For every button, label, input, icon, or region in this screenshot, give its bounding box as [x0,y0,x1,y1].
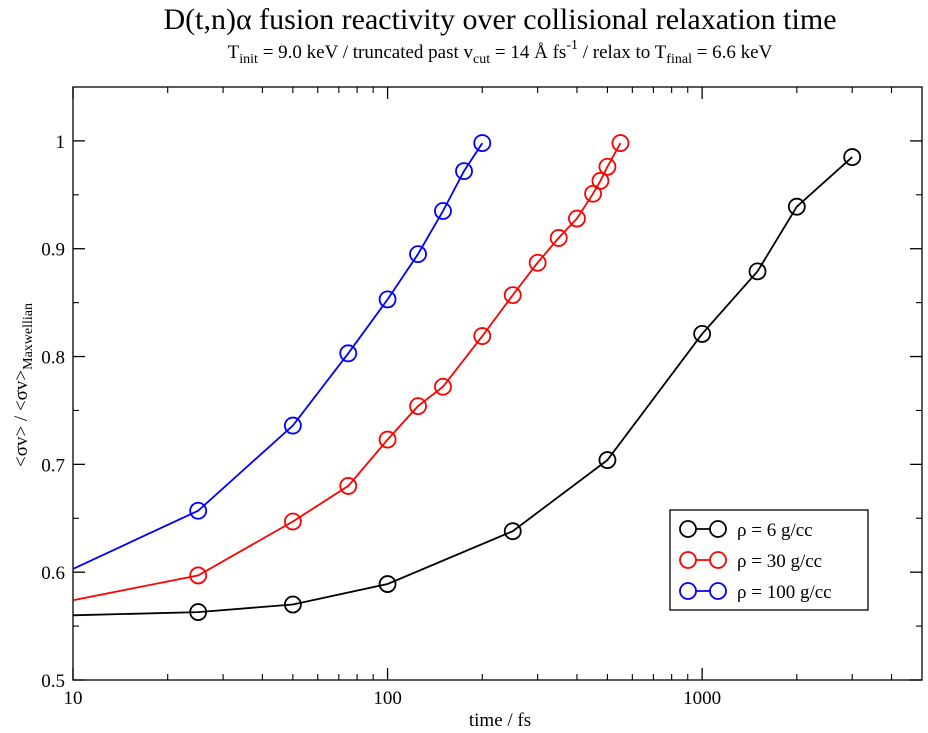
y-tick-label: 0.9 [41,240,65,261]
data-point [283,595,302,614]
y-axis-label: <σv> / <σv>Maxwellian [11,303,36,467]
legend-marker [679,551,697,569]
y-tick-label: 0.5 [41,671,65,692]
legend-marker [679,582,697,600]
data-point [598,451,617,469]
data-point [189,501,208,520]
legend-marker [709,551,727,569]
legend-label: ρ = 6 g/cc [737,520,813,541]
axis-ticks [72,87,922,681]
y-axis-label-main: <σv> / <σv> [11,370,32,467]
data-point [591,171,610,190]
data-point [339,344,358,363]
data-point [748,262,767,281]
data-point [787,197,806,216]
legend-marker [679,520,697,538]
subtitle-t-final-sub: final [666,52,692,67]
subtitle-t-init: T [228,42,240,63]
subtitle-v-cut-value: = 14 Å fs [490,42,566,63]
legend-marker [709,582,727,600]
legend-entry: ρ = 30 g/cc [679,551,822,572]
data-point [378,575,397,593]
data-point [473,134,492,152]
data-point [378,290,397,309]
series-line [72,142,484,570]
x-tick-label: 100 [373,688,402,709]
data-point [611,134,630,152]
data-point [503,286,522,304]
data-point [549,229,568,247]
data-point [409,397,427,416]
y-tick-label: 0.8 [41,348,65,369]
x-axis-label: time / fs [469,710,531,731]
data-point [434,202,452,220]
legend-entry: ρ = 6 g/cc [679,520,813,541]
subtitle-fs-sup: -1 [566,38,578,53]
series-1 [72,134,630,602]
plot-frame [72,86,923,681]
data-point [189,566,208,585]
data-point [598,157,617,176]
data-point [339,477,358,495]
legend-label: ρ = 30 g/cc [737,551,822,572]
axis-tick-labels: 10 100 1000 0.5 0.6 0.7 0.8 0.9 1 [41,132,721,709]
subtitle-v-cut-sub: cut [473,52,490,67]
subtitle-relax: / relax to T [578,42,667,63]
data-point [409,245,427,264]
x-tick-label: 1000 [683,688,721,709]
series-0 [72,148,862,621]
data-point [693,325,712,343]
data-point [455,162,473,180]
subtitle-t-final-value: = 6.6 keV [692,42,773,63]
legend-entry: ρ = 100 g/cc [679,582,832,603]
chart-title: D(t,n)α fusion reactivity over collision… [163,3,836,36]
subtitle-t-init-sub: init [239,52,258,67]
legend: ρ = 6 g/cc ρ = 30 g/cc ρ = 100 g/cc [669,509,869,611]
series-line [72,156,853,617]
y-tick-label: 0.6 [41,563,65,584]
y-tick-label: 1 [56,132,66,153]
data-point [568,209,586,228]
subtitle-truncated: = 9.0 keV / truncated past v [258,42,474,63]
y-tick-label: 0.7 [41,455,65,476]
chart-subtitle: Tinit = 9.0 keV / truncated past vcut = … [228,38,773,67]
legend-marker [709,520,727,538]
data-point [434,377,452,396]
data-point [189,603,208,621]
data-point [473,327,492,345]
series-layer [72,134,862,621]
data-point [283,416,302,435]
y-axis-label-sub: Maxwellian [21,303,36,370]
legend-label: ρ = 100 g/cc [737,582,832,603]
data-point [503,522,522,541]
data-point [378,430,397,449]
data-point [283,512,302,531]
data-point [528,253,547,272]
x-tick-label: 10 [64,688,83,709]
data-point [843,148,862,166]
series-2 [72,134,492,570]
